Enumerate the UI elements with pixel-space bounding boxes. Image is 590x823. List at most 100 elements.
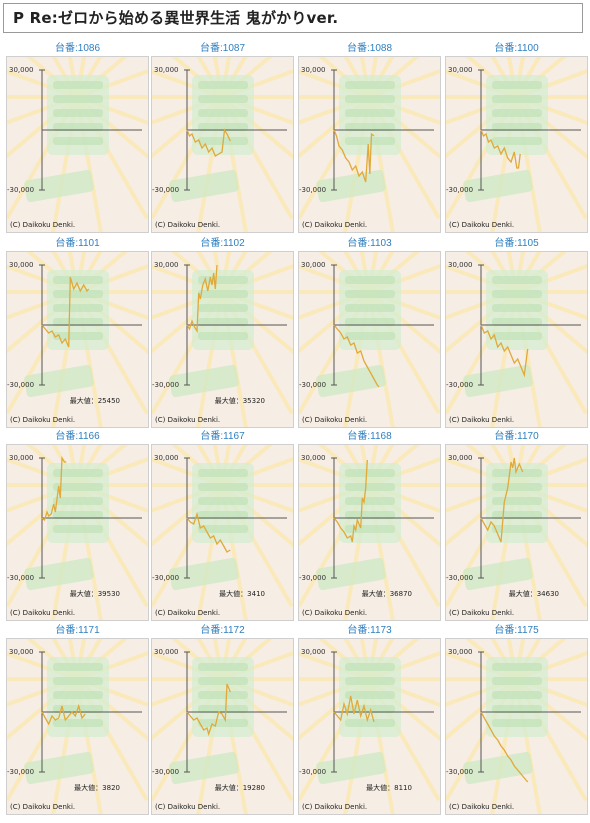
copyright-text: (C) Daikoku Denki. [449, 803, 515, 811]
y-axis-bottom-label: -30,000 [7, 186, 35, 194]
slump-graph-card[interactable]: 30,000 -30,000 60,000 (C) Daikoku Denki. [151, 56, 294, 233]
slump-graph-card[interactable]: 30,000 -30,000 60,000 最大値：39530 (C) Daikoku … [6, 444, 149, 621]
max-value-label: 最大値：8110 [366, 784, 412, 792]
x-axis-max-label: 60,000 [440, 520, 441, 545]
copyright-text: (C) Daikoku Denki. [302, 416, 368, 424]
slump-graph-card[interactable]: 30,000 -30,000 60,000 最大値：34630 (C) Daikoku … [445, 444, 588, 621]
y-axis-top-label: 30,000 [301, 66, 326, 74]
slump-graph-card[interactable]: 30,000 -30,000 60,000 最大値：36870 (C) Daikoku … [298, 444, 441, 621]
slump-line [186, 264, 218, 334]
max-value-label: 最大値：19280 [214, 784, 265, 792]
slump-line [41, 455, 67, 522]
machine-cell[interactable]: 台番:1168 30,000 -30,000 60,000 最大値：36870 (C) D… [298, 430, 441, 621]
x-axis-max-label: 60,000 [587, 327, 588, 352]
copyright-text: (C) Daikoku Denki. [10, 416, 76, 424]
machine-cell[interactable]: 台番:1088 30,000 -30,000 60,000 (C) Daikoku De… [298, 42, 441, 233]
slump-line [333, 324, 380, 388]
machine-number-label[interactable]: 台番:1101 [55, 238, 100, 249]
machine-number-label[interactable]: 台番:1170 [494, 431, 539, 442]
machine-number-label[interactable]: 台番:1086 [54, 43, 101, 54]
slump-line [186, 683, 231, 737]
slump-graph [299, 57, 440, 232]
machine-number-label[interactable]: 台番:1087 [199, 43, 246, 54]
machine-cell[interactable]: 台番:1173 30,000 -30,000 60,000 最大値：8110 (C) Da… [298, 624, 441, 815]
y-axis-top-label: 30,000 [9, 66, 34, 74]
background-illustration [463, 75, 548, 203]
machine-cell[interactable]: 台番:1086 30,000 -30,000 60,000 (C) Daikoku De… [6, 42, 149, 233]
machine-cell[interactable]: 台番:1101 30,000 -30,000 60,000 最大値：25450 (C) D… [6, 237, 149, 428]
y-axis-bottom-label: -30,000 [299, 574, 327, 582]
machine-cell[interactable]: 台番:1172 30,000 -30,000 60,000 最大値：19280 (C) D… [151, 624, 294, 815]
machine-cell[interactable]: 台番:1171 30,000 -30,000 60,000 最大値：3820 (C) Da… [6, 624, 149, 815]
slump-graph-card[interactable]: 30,000 -30,000 60,000 最大値：8110 (C) Daikoku D… [298, 638, 441, 815]
y-axis-top-label: 30,000 [154, 454, 179, 462]
machine-cell[interactable]: 台番:1170 30,000 -30,000 60,000 最大値：34630 (C) D… [445, 430, 588, 621]
copyright-text: (C) Daikoku Denki. [449, 609, 515, 617]
slump-graph-card[interactable]: 30,000 -30,000 60,000 (C) Daikoku Denki. [298, 251, 441, 428]
slump-line [41, 703, 86, 726]
machine-number-label[interactable]: 台番:1175 [494, 625, 539, 636]
slump-graph-card[interactable]: 30,000 -30,000 60,000 最大値：3820 (C) Daikoku D… [6, 638, 149, 815]
max-value-label: 最大値：35320 [214, 397, 265, 405]
slump-graph-card[interactable]: 30,000 -30,000 60,000 (C) Daikoku Denki. [445, 251, 588, 428]
max-value-label: 最大値：39530 [69, 590, 120, 598]
machine-number-label[interactable]: 台番:1173 [347, 625, 392, 636]
slump-graph-card[interactable]: 30,000 -30,000 60,000 (C) Daikoku Denki. [6, 56, 149, 233]
machine-number-label[interactable]: 台番:1100 [494, 43, 539, 54]
x-axis-max-label: 60,000 [440, 132, 441, 157]
y-axis-top-label: 30,000 [9, 261, 34, 269]
slump-graph-card[interactable]: 30,000 -30,000 60,000 最大値：35320 (C) Daikoku … [151, 251, 294, 428]
machine-cell[interactable]: 台番:1102 30,000 -30,000 60,000 最大値：35320 (C) D… [151, 237, 294, 428]
slump-graph [7, 445, 148, 620]
machine-cell[interactable]: 台番:1175 30,000 -30,000 60,000 (C) Daikoku De… [445, 624, 588, 815]
machine-cell[interactable]: 台番:1087 30,000 -30,000 60,000 (C) Daikoku De… [151, 42, 294, 233]
x-axis-max-label: 60,000 [293, 520, 294, 545]
background-illustration [24, 75, 109, 203]
machine-number-label[interactable]: 台番:1102 [200, 238, 245, 249]
y-axis-bottom-label: -30,000 [7, 768, 35, 776]
slump-graph [446, 639, 587, 814]
background-illustration [169, 270, 254, 398]
slump-graph-card[interactable]: 30,000 -30,000 60,000 最大値：19280 (C) Daikoku … [151, 638, 294, 815]
max-value-label: 最大値：36870 [361, 590, 412, 598]
machine-number-label[interactable]: 台番:1171 [55, 625, 100, 636]
slump-graph [446, 445, 587, 620]
background-illustration [169, 657, 254, 785]
machine-cell[interactable]: 台番:1100 30,000 -30,000 60,000 (C) Daikoku De… [445, 42, 588, 233]
x-axis-max-label: 60,000 [293, 132, 294, 157]
slump-graph-card[interactable]: 30,000 -30,000 60,000 最大値：25450 (C) Daikoku … [6, 251, 149, 428]
machine-number-label[interactable]: 台番:1167 [200, 431, 245, 442]
slump-graph-card[interactable]: 30,000 -30,000 60,000 (C) Daikoku Denki. [445, 638, 588, 815]
machine-cell[interactable]: 台番:1167 30,000 -30,000 60,000 最大値：3410 (C) Da… [151, 430, 294, 621]
machine-number-label[interactable]: 台番:1088 [346, 43, 393, 54]
max-value-label: 最大値：3820 [74, 784, 120, 792]
machine-number-label[interactable]: 台番:1172 [200, 625, 245, 636]
machine-number-label[interactable]: 台番:1103 [347, 238, 392, 249]
machine-number-label[interactable]: 台番:1168 [347, 431, 392, 442]
y-axis-bottom-label: -30,000 [152, 381, 180, 389]
machine-number-label[interactable]: 台番:1166 [55, 431, 100, 442]
machine-cell[interactable]: 台番:1105 30,000 -30,000 60,000 (C) Daikoku De… [445, 237, 588, 428]
machine-cell[interactable]: 台番:1166 30,000 -30,000 60,000 最大値：39530 (C) D… [6, 430, 149, 621]
y-axis-bottom-label: -30,000 [7, 381, 35, 389]
y-axis-top-label: 30,000 [9, 454, 34, 462]
y-axis-bottom-label: -30,000 [299, 768, 327, 776]
y-axis-top-label: 30,000 [9, 648, 34, 656]
machine-number-label[interactable]: 台番:1105 [494, 238, 539, 249]
slump-graph [7, 252, 148, 427]
copyright-text: (C) Daikoku Denki. [10, 609, 76, 617]
x-axis-max-label: 60,000 [440, 327, 441, 352]
background-illustration [316, 657, 401, 785]
slump-graph-card[interactable]: 30,000 -30,000 60,000 (C) Daikoku Denki. [445, 56, 588, 233]
machine-cell[interactable]: 台番:1103 30,000 -30,000 60,000 (C) Daikoku De… [298, 237, 441, 428]
slump-graph [152, 252, 293, 427]
slump-graph-card[interactable]: 30,000 -30,000 60,000 (C) Daikoku Denki. [298, 56, 441, 233]
slump-graph-card[interactable]: 30,000 -30,000 60,000 最大値：3410 (C) Daikoku D… [151, 444, 294, 621]
background-illustration [463, 270, 548, 398]
x-axis-max-label: 60,000 [293, 327, 294, 352]
copyright-text: (C) Daikoku Denki. [155, 803, 221, 811]
x-axis-max-label: 60,000 [587, 714, 588, 739]
x-axis-max-label: 60,000 [587, 520, 588, 545]
copyright-text: (C) Daikoku Denki. [449, 221, 515, 229]
slump-graph [152, 445, 293, 620]
